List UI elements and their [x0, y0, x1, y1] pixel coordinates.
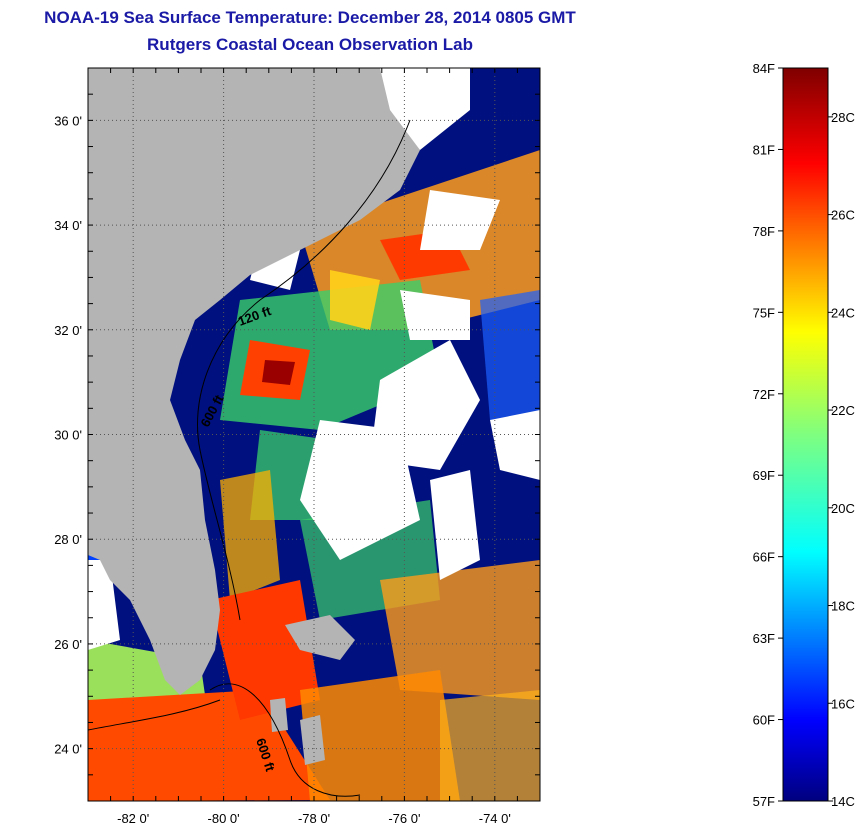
lat-tick-label: 32 0'	[54, 323, 82, 338]
map-gridlines	[88, 68, 540, 801]
colorbar-f-label: 75F	[753, 305, 775, 320]
colorbar-c-label: 22C	[831, 403, 855, 418]
colorbar-f-label: 66F	[753, 550, 775, 565]
lat-tick-label: 30 0'	[54, 428, 82, 443]
colorbar-f-label: 81F	[753, 142, 775, 157]
colorbar-f-label: 63F	[753, 631, 775, 646]
lat-tick-label: 34 0'	[54, 218, 82, 233]
colorbar-f-label: 72F	[753, 387, 775, 402]
map-title: NOAA-19 Sea Surface Temperature: Decembe…	[44, 8, 576, 27]
lon-tick-label: -74 0'	[479, 811, 511, 826]
lon-tick-label: -80 0'	[208, 811, 240, 826]
colorbar-c-label: 20C	[831, 501, 855, 516]
lon-tick-label: -76 0'	[388, 811, 420, 826]
colorbar-f-label: 60F	[753, 713, 775, 728]
colorbar-c-label: 24C	[831, 305, 855, 320]
colorbar-f-label: 84F	[753, 61, 775, 76]
colorbar-f-label: 69F	[753, 468, 775, 483]
colorbar-c-label: 14C	[831, 794, 855, 809]
lat-tick-label: 36 0'	[54, 113, 82, 128]
colorbar-c-label: 18C	[831, 599, 855, 614]
lat-tick-label: 28 0'	[54, 532, 82, 547]
map-axes: -82 0' -80 0' -78 0' -76 0' -74 0' 36 0' 34 0'…	[54, 67, 541, 826]
lat-tick-label: 26 0'	[54, 637, 82, 652]
colorbar-f-label: 78F	[753, 224, 775, 239]
colorbar-gradient	[782, 67, 829, 802]
colorbar-c-label: 16C	[831, 696, 855, 711]
lon-tick-label: -78 0'	[298, 811, 330, 826]
map-subtitle: Rutgers Coastal Ocean Observation Lab	[147, 35, 473, 54]
colorbar-c-label: 28C	[831, 110, 855, 125]
colorbar-c-label: 26C	[831, 208, 855, 223]
colorbar-labels: 84F 81F 78F 75F 72F 69F 66F 63F 60F 57F 28C 26C 24C 2…	[753, 61, 855, 809]
colorbar-f-label: 57F	[753, 794, 775, 809]
lon-tick-label: -82 0'	[117, 811, 149, 826]
lat-tick-label: 24 0'	[54, 742, 82, 757]
